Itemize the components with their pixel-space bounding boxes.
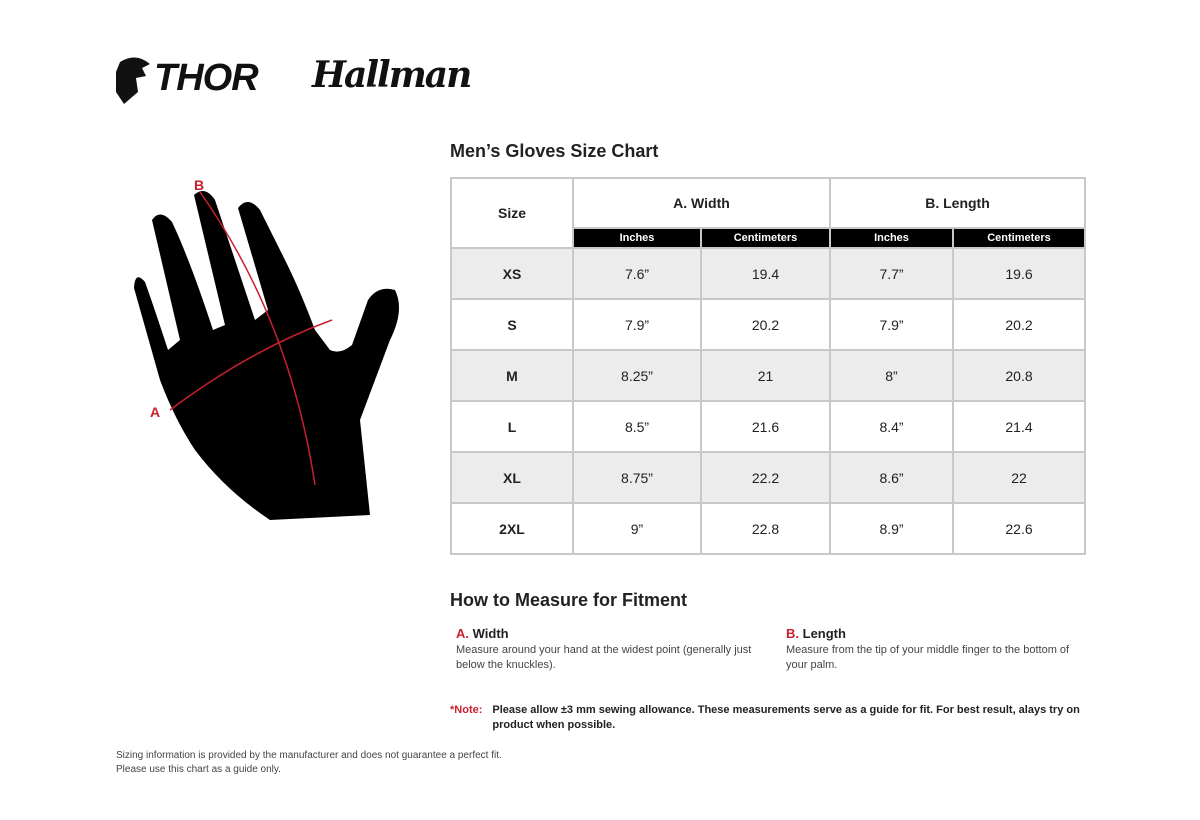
width-arc <box>169 319 333 411</box>
table-row: S 7.9” 20.2 7.9” 20.2 <box>450 298 1086 351</box>
value-cell: 8.9” <box>829 502 954 555</box>
unit-header: Inches <box>572 227 702 249</box>
value-cell: 21.6 <box>700 400 831 453</box>
table-row: XS 7.6” 19.4 7.7” 19.6 <box>450 247 1086 300</box>
page-title: Men’s Gloves Size Chart <box>450 141 659 161</box>
thor-helmet-icon <box>116 57 150 104</box>
table-row: M 8.25” 21 8” 20.8 <box>450 349 1086 402</box>
unit-header: Centimeters <box>700 227 831 249</box>
unit-header: Inches <box>829 227 954 249</box>
value-cell: 20.2 <box>952 298 1086 351</box>
footer-disclaimer: Sizing information is provided by the ma… <box>116 750 502 775</box>
thor-logo: THOR <box>116 52 259 104</box>
value-cell: 7.9” <box>572 298 702 351</box>
hand-silhouette <box>134 191 399 520</box>
value-cell: 20.8 <box>952 349 1086 402</box>
length-line <box>199 191 316 486</box>
value-cell: 21.4 <box>952 400 1086 453</box>
value-cell: 21 <box>700 349 831 402</box>
hand-diagram: B A <box>134 177 399 520</box>
label-a: A <box>150 404 160 420</box>
howto-title: How to Measure for Fitment <box>450 590 688 610</box>
note: *Note: Please allow ±3 mm sewing allowan… <box>450 704 1080 731</box>
size-cell: L <box>450 400 574 453</box>
size-cell: S <box>450 298 574 351</box>
size-cell: XS <box>450 247 574 300</box>
value-cell: 19.6 <box>952 247 1086 300</box>
measure-length: B. Length Measure from the tip of your m… <box>786 626 1070 671</box>
table-row: XL 8.75” 22.2 8.6” 22 <box>450 451 1086 504</box>
table-row: L 8.5” 21.6 8.4” 21.4 <box>450 400 1086 453</box>
value-cell: 7.6” <box>572 247 702 300</box>
value-cell: 7.9” <box>829 298 954 351</box>
value-cell: 9” <box>572 502 702 555</box>
value-cell: 7.7” <box>829 247 954 300</box>
length-header: B. Length <box>829 177 1086 229</box>
size-cell: M <box>450 349 574 402</box>
value-cell: 22 <box>952 451 1086 504</box>
value-cell: 8.6” <box>829 451 954 504</box>
size-header: Size <box>450 177 574 249</box>
value-cell: 22.8 <box>700 502 831 555</box>
value-cell: 8.5” <box>572 400 702 453</box>
size-cell: XL <box>450 451 574 504</box>
label-b: B <box>194 177 204 193</box>
unit-header: Centimeters <box>952 227 1086 249</box>
hallman-logo: Hallman <box>312 54 472 96</box>
value-cell: 22.6 <box>952 502 1086 555</box>
size-table: Size A. Width B. Length Inches Centimete… <box>450 177 1086 555</box>
value-cell: 22.2 <box>700 451 831 504</box>
value-cell: 8” <box>829 349 954 402</box>
value-cell: 8.4” <box>829 400 954 453</box>
value-cell: 20.2 <box>700 298 831 351</box>
value-cell: 8.25” <box>572 349 702 402</box>
measure-width: A. Width Measure around your hand at the… <box>456 626 752 671</box>
size-cell: 2XL <box>450 502 574 555</box>
table-row: 2XL 9” 22.8 8.9” 22.6 <box>450 502 1086 555</box>
value-cell: 19.4 <box>700 247 831 300</box>
width-header: A. Width <box>572 177 831 229</box>
value-cell: 8.75” <box>572 451 702 504</box>
